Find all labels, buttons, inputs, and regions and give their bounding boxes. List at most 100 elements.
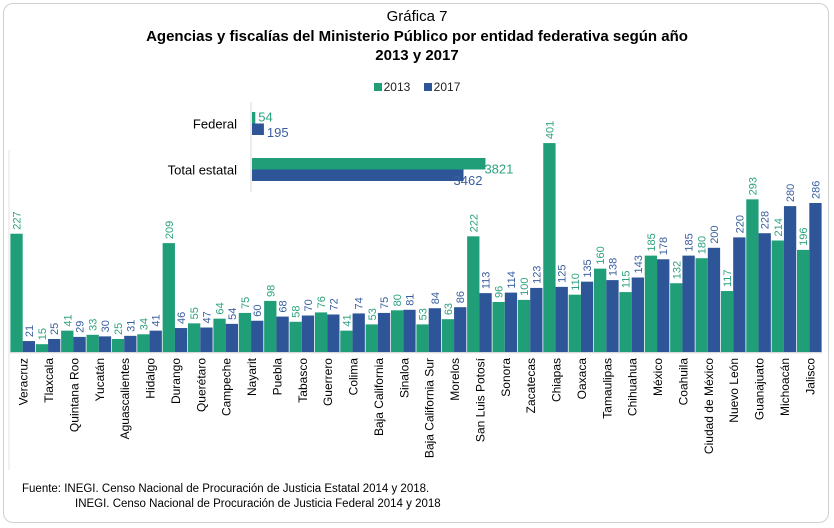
x-tick-label: Oaxaca — [575, 358, 589, 400]
inset-data-label-2017-0: 195 — [267, 125, 289, 140]
x-tick-label: San Luis Potosí — [473, 357, 487, 442]
bar-2013-18 — [467, 236, 480, 352]
inset-data-label-2013-0: 54 — [258, 110, 272, 125]
legend-label-2017: 2017 — [433, 80, 461, 94]
data-label-2013-4: 25 — [113, 323, 125, 335]
data-label-2017-31: 286 — [810, 181, 822, 199]
bar-2017-9 — [251, 320, 264, 352]
x-tick-label: Guanajuato — [753, 358, 767, 420]
x-tick-label: Chihuahua — [626, 358, 640, 416]
bar-2017-15 — [403, 309, 416, 352]
bar-2017-28 — [733, 237, 746, 352]
bar-2013-10 — [264, 300, 277, 352]
bar-2017-29 — [758, 233, 771, 352]
data-label-2017-9: 60 — [252, 304, 264, 316]
bar-2017-0 — [22, 341, 35, 352]
data-label-2013-24: 115 — [621, 271, 633, 289]
data-label-2017-15: 81 — [404, 294, 416, 306]
legend-item-2013: 2013 — [373, 80, 410, 94]
data-label-2013-18: 222 — [468, 214, 480, 232]
data-label-2013-29: 293 — [747, 177, 759, 195]
bar-2017-16 — [428, 308, 441, 352]
data-label-2017-21: 125 — [557, 265, 569, 283]
x-tick-label: Tamaulipas — [600, 358, 614, 419]
bar-2013-17 — [441, 319, 455, 352]
data-label-2013-15: 80 — [392, 294, 404, 306]
bar-2017-12 — [327, 314, 340, 352]
x-tick-label: Aguascalientes — [118, 358, 132, 439]
bar-2017-8 — [225, 323, 238, 352]
data-label-2017-26: 185 — [684, 233, 696, 251]
bar-2017-22 — [580, 281, 594, 352]
data-label-2013-11: 58 — [291, 306, 303, 318]
bar-2013-25 — [644, 255, 658, 352]
bar-2013-16 — [416, 324, 429, 352]
data-label-2013-28: 117 — [722, 269, 734, 287]
data-label-2013-16: 53 — [418, 308, 430, 320]
bar-2017-25 — [657, 259, 670, 352]
data-label-2017-24: 143 — [633, 255, 645, 273]
bar-2017-24 — [631, 277, 644, 352]
bar-2013-21 — [543, 143, 556, 352]
x-tick-label: Baja California — [372, 358, 386, 436]
bar-2017-30 — [783, 206, 797, 352]
data-label-2017-19: 114 — [506, 271, 518, 289]
data-label-2013-2: 41 — [62, 314, 74, 326]
x-tick-label: México — [651, 358, 665, 396]
x-tick-label: Durango — [169, 358, 183, 404]
bar-2013-24 — [619, 292, 632, 352]
source-line-1: Fuente: INEGI. Censo Nacional de Procura… — [22, 483, 430, 495]
inset-data-label-2013-1: 3821 — [484, 162, 513, 177]
data-label-2017-3: 30 — [100, 320, 112, 332]
data-label-2017-4: 31 — [125, 320, 137, 332]
bar-2013-4 — [111, 338, 125, 352]
data-label-2013-6: 209 — [164, 221, 176, 239]
x-tick-label: Tlaxcala — [42, 358, 56, 403]
data-label-2017-16: 84 — [430, 292, 442, 304]
x-tick-label: Guerrero — [321, 358, 335, 406]
data-label-2017-28: 220 — [734, 215, 746, 233]
x-tick-label: Baja California Sur — [423, 358, 437, 458]
x-tick-label: Colima — [347, 358, 361, 396]
bar-2017-7 — [200, 327, 213, 352]
data-label-2017-10: 68 — [278, 300, 290, 312]
source-line-2: INEGI. Censo Nacional de Procuración de … — [75, 498, 441, 510]
data-label-2017-22: 135 — [582, 259, 594, 277]
x-tick-label: Puebla — [270, 358, 284, 396]
data-label-2017-2: 29 — [75, 321, 87, 333]
x-tick-label: Morelos — [448, 358, 462, 401]
data-label-2017-13: 74 — [354, 297, 366, 309]
chart-title: Gráfica 7 — [386, 8, 448, 25]
data-label-2017-7: 47 — [201, 311, 213, 323]
data-label-2013-10: 98 — [265, 285, 277, 297]
inset-category-label: Federal — [193, 117, 237, 132]
data-label-2017-6: 46 — [176, 312, 188, 324]
data-label-2017-1: 25 — [49, 323, 61, 335]
data-label-2013-0: 227 — [12, 211, 24, 229]
data-label-2013-8: 64 — [215, 302, 227, 314]
x-tick-label: Tabasco — [296, 358, 310, 403]
data-label-2017-17: 86 — [455, 291, 467, 303]
bar-2013-27 — [695, 258, 708, 352]
x-tick-label: Querétaro — [194, 358, 208, 412]
bar-2017-4 — [124, 335, 137, 352]
bar-2017-31 — [809, 202, 822, 352]
data-label-2017-23: 138 — [607, 258, 619, 276]
inset-bar-2017-1 — [252, 169, 464, 181]
bar-2017-1 — [48, 338, 61, 352]
x-tick-label: Sonora — [499, 358, 513, 397]
data-label-2013-3: 33 — [88, 319, 100, 331]
data-label-2017-8: 54 — [227, 308, 239, 320]
bar-2013-31 — [797, 249, 810, 352]
chart-subtitle-line2: 2013 y 2017 — [375, 47, 459, 64]
bar-2013-12 — [314, 312, 328, 352]
data-label-2013-20: 100 — [519, 278, 531, 296]
legend-item-2017: 2017 — [423, 80, 461, 94]
data-label-2013-25: 185 — [646, 233, 658, 251]
bar-2017-21 — [555, 286, 568, 352]
bar-2017-17 — [454, 307, 467, 352]
data-label-2013-1: 15 — [37, 328, 49, 340]
bar-2013-7 — [188, 323, 201, 352]
x-tick-label: Michoacán — [778, 358, 792, 416]
